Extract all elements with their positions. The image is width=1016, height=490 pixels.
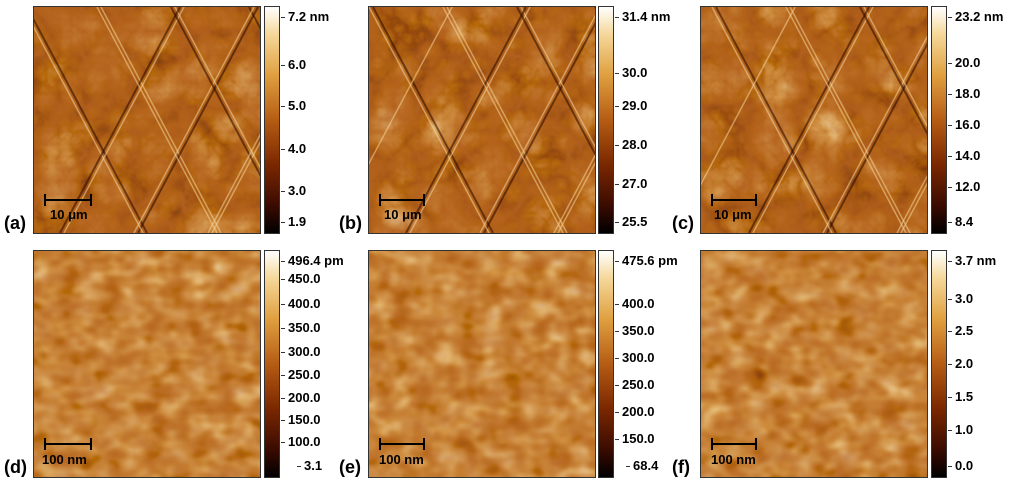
colorbar-f-tick: 1.5 [947, 389, 974, 404]
colorbar-d-tick: 150.0 [281, 412, 321, 427]
scale-bar-c [711, 194, 757, 208]
colorbar-d-tick: 300.0 [281, 344, 321, 359]
colorbar-e-tick: 300.0 [615, 350, 655, 365]
scale-bar-e [379, 438, 425, 452]
colorbar-f-tick: 3.7 nm [947, 253, 997, 268]
colorbar-a-tick: 6.0 [280, 57, 307, 72]
colorbar-b [598, 6, 614, 234]
colorbar-d-tick: 100.0 [281, 434, 321, 449]
scale-bar-label-c: 10 μm [714, 207, 752, 222]
colorbar-d-tick: 400.0 [281, 296, 321, 311]
colorbar-a-tick: 4.0 [280, 141, 307, 156]
colorbar-a-tick: 5.0 [280, 98, 307, 113]
colorbar-d-tick: 250.0 [281, 367, 321, 382]
colorbar-c-tick: 12.0 [947, 179, 981, 194]
afm-image-c [700, 6, 928, 234]
panel-label-e: (e) [339, 457, 361, 477]
colorbar-e-tick: 475.6 pm [615, 253, 678, 268]
colorbar-d-tick: 200.0 [281, 390, 321, 405]
colorbar-e-tick: 150.0 [615, 431, 655, 446]
colorbar-d-tick: 450.0 [281, 271, 321, 286]
scale-bar-label-b: 10 μm [384, 207, 422, 222]
scale-bar-d [44, 438, 92, 452]
colorbar-a-tick: 3.0 [280, 183, 307, 198]
colorbar-e-tick: 350.0 [615, 323, 655, 338]
colorbar-b-tick: 28.0 [614, 137, 648, 152]
colorbar-f-tick: 1.0 [947, 422, 974, 437]
colorbar-b-tick: 31.4 nm [614, 9, 671, 24]
colorbar-c-tick: 20.0 [947, 55, 981, 70]
colorbar-f-tick: 2.0 [947, 356, 974, 371]
colorbar-c [931, 6, 947, 234]
panel-label-b: (b) [339, 213, 362, 233]
colorbar-c-tick: 23.2 nm [947, 9, 1004, 24]
colorbar-b-tick: 27.0 [614, 176, 648, 191]
colorbar-b-tick: 29.0 [614, 98, 648, 113]
colorbar-c-tick: 14.0 [947, 148, 981, 163]
afm-image-f [700, 250, 928, 478]
colorbar-d-tick: 350.0 [281, 320, 321, 335]
colorbar-c-tick: 16.0 [947, 117, 981, 132]
panel-label-c: (c) [672, 213, 694, 233]
colorbar-d [264, 250, 280, 478]
colorbar-f [931, 250, 947, 478]
panel-label-a: (a) [4, 213, 26, 233]
colorbar-a [264, 6, 280, 234]
colorbar-b-tick: 25.5 [614, 214, 648, 229]
scale-bar-f [711, 438, 757, 452]
afm-image-d [33, 250, 261, 478]
afm-image-b [368, 6, 596, 234]
colorbar-a-tick: 7.2 nm [280, 9, 330, 24]
colorbar-d-tick: 496.4 pm [281, 253, 344, 268]
colorbar-c-tick: 8.4 [947, 214, 974, 229]
scale-bar-a [44, 194, 92, 208]
scale-bar-label-e: 100 nm [379, 452, 424, 467]
colorbar-a-tick: 1.9 [280, 214, 307, 229]
scale-bar-label-a: 10 μm [50, 207, 88, 222]
panel-label-f: (f) [672, 457, 690, 477]
colorbar-e-tick: 400.0 [615, 296, 655, 311]
scale-bar-label-f: 100 nm [711, 452, 756, 467]
colorbar-b-tick: 30.0 [614, 65, 648, 80]
scale-bar-label-d: 100 nm [42, 452, 87, 467]
colorbar-f-tick: 0.0 [947, 458, 974, 473]
colorbar-c-tick: 18.0 [947, 86, 981, 101]
afm-image-a [33, 6, 261, 234]
colorbar-e-tick: 200.0 [615, 404, 655, 419]
colorbar-e-tick: 250.0 [615, 377, 655, 392]
panel-label-d: (d) [4, 457, 27, 477]
colorbar-e-tick: 68.4 [625, 458, 659, 473]
colorbar-d-tick: 3.1 [296, 458, 323, 473]
colorbar-f-tick: 3.0 [947, 291, 974, 306]
scale-bar-b [379, 194, 425, 208]
colorbar-e [598, 250, 614, 478]
afm-image-e [368, 250, 596, 478]
colorbar-f-tick: 2.5 [947, 323, 974, 338]
